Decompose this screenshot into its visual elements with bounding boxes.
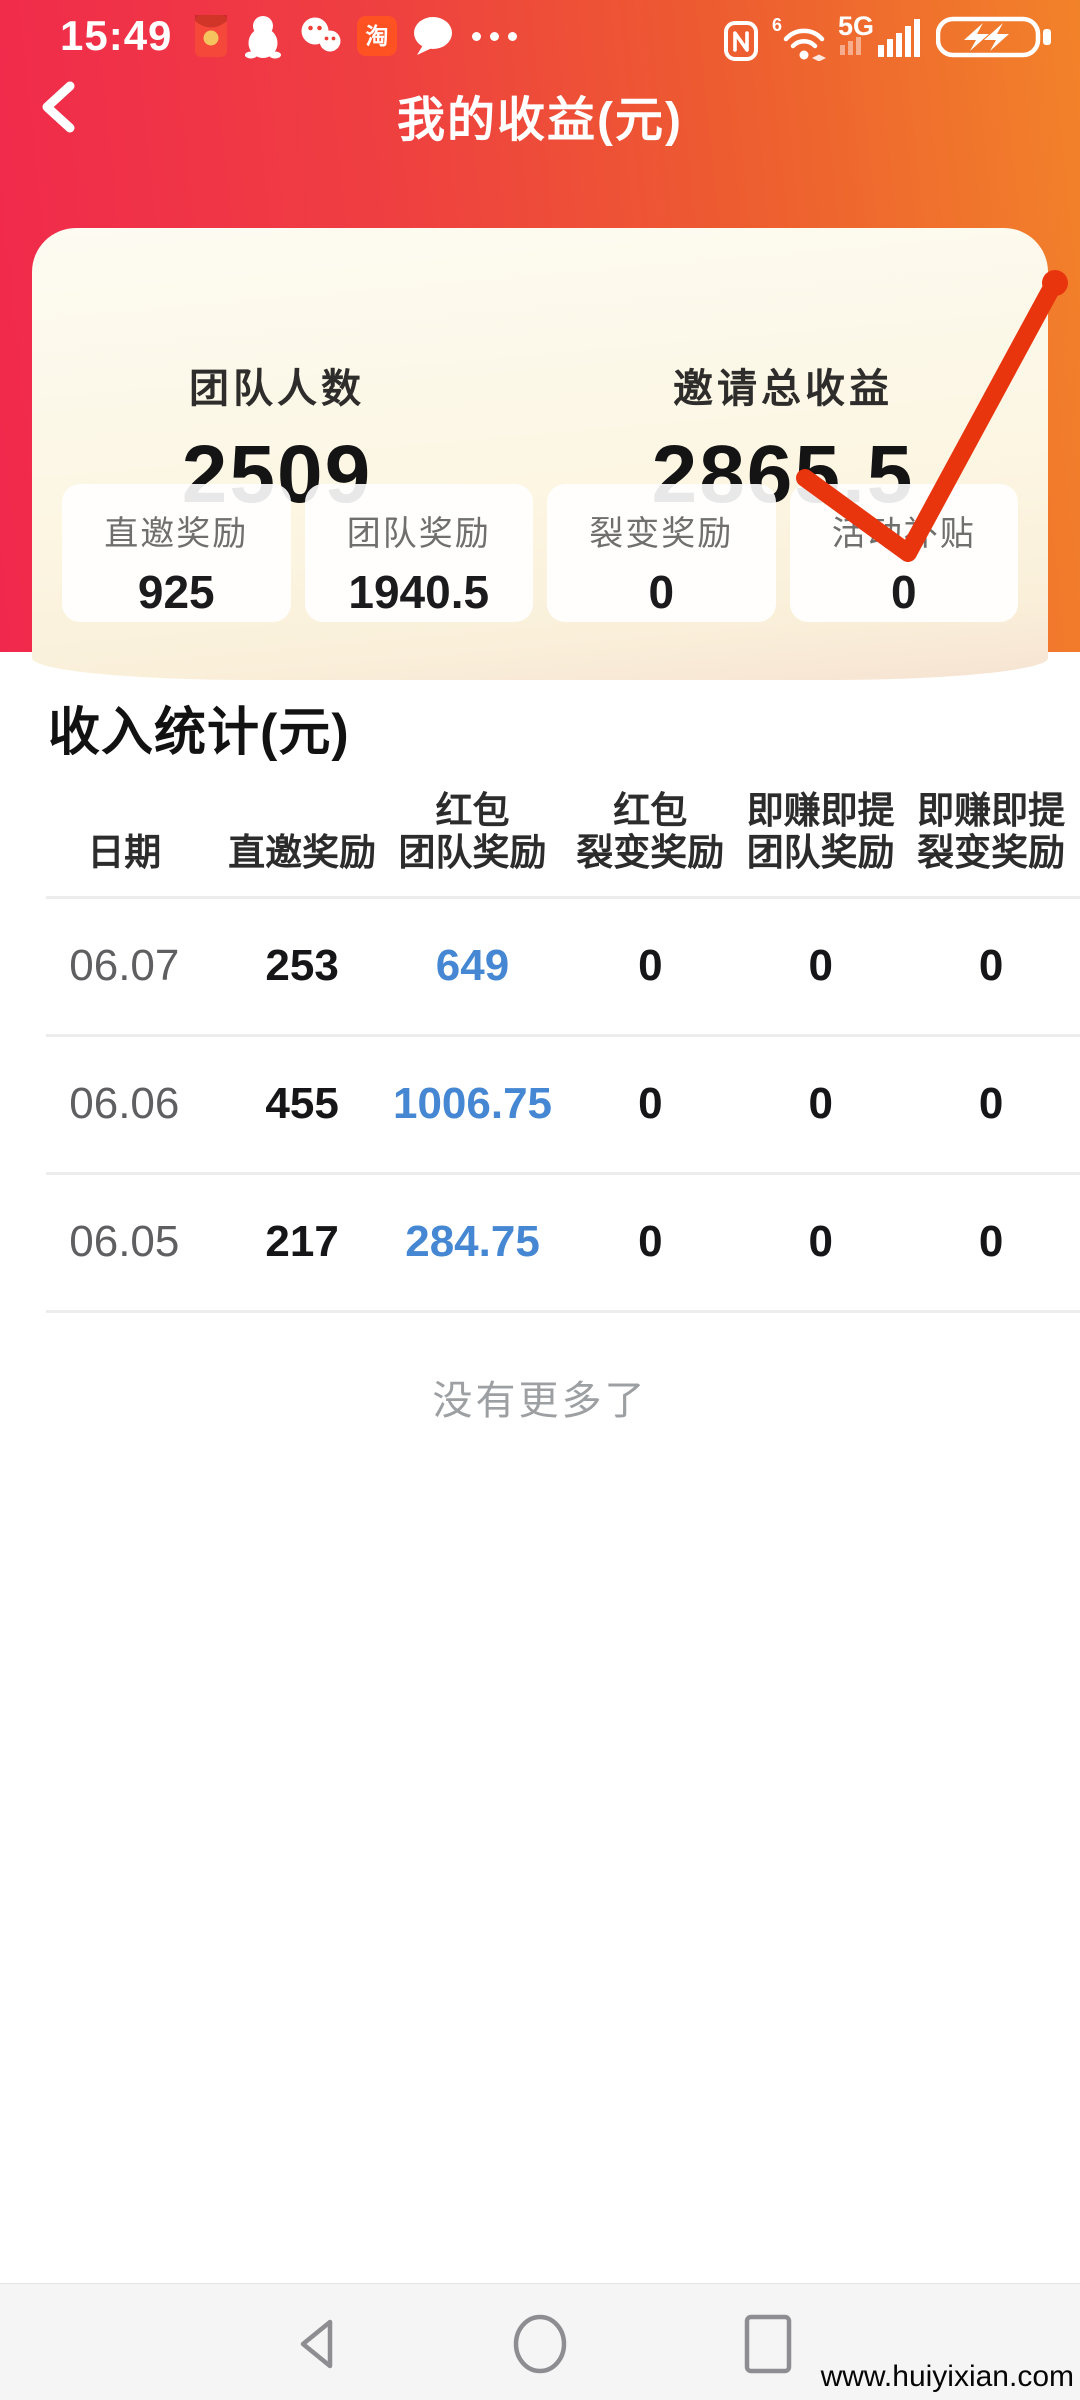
col-header-date: 日期 [87,832,162,873]
table-row: 06.06 455 1006.75 0 0 0 [69,1079,1004,1128]
col-header-redpacket-team: 红包 团队奖励 [398,790,547,873]
col-header-redpacket-fission: 红包 裂变奖励 [576,790,725,873]
income-table-header: 日期 直邀奖励 红包 团队奖励 红包 裂变奖励 即赚即提 团队奖励 即赚即提 裂变奖励 [28,790,1080,874]
divider [46,1034,1080,1037]
notification-icons: 淘 [194,13,518,59]
nav-back-icon[interactable] [290,2314,346,2379]
table-row: 06.07 253 649 0 0 0 [69,941,1004,990]
svg-text:6: 6 [772,15,782,35]
summary-totals: 团队人数 2509 邀请总收益 2865.5 [32,228,1048,522]
divider [46,1310,1080,1313]
svg-text:淘: 淘 [366,23,389,49]
col-header-instant-team: 即赚即提 团队奖励 [746,790,895,873]
table-row: 06.05 217 284.75 0 0 0 [69,1217,1004,1266]
stat-direct-invite-reward: 直邀奖励 925 [62,484,291,622]
col-header-direct: 直邀奖励 [228,832,377,873]
system-status-icons: 6 5G [724,11,1054,61]
red-envelope-icon [194,14,228,58]
svg-text:5G: 5G [838,11,874,41]
stat-team-reward: 团队奖励 1940.5 [304,484,533,622]
earnings-summary-card: 团队人数 2509 邀请总收益 2865.5 直邀奖励 925 团队奖励 194… [32,228,1048,680]
back-button[interactable] [34,78,82,136]
invite-total-label: 邀请总收益 [673,367,893,411]
nfc-icon [724,21,758,61]
col-header-instant-fission: 即赚即提 裂变奖励 [917,790,1066,873]
nav-home-icon[interactable] [510,2314,570,2379]
chat-bubble-icon [412,15,454,57]
nav-recents-icon[interactable] [738,2314,798,2379]
clock-time: 15:49 [60,12,173,59]
android-nav-bar [0,2283,1080,2400]
page-title: 我的收益(元) [397,94,683,147]
income-section-title: 收入统计(元) [48,704,350,762]
qq-icon [242,13,284,59]
divider [46,1172,1080,1175]
stat-fission-reward: 裂变奖励 0 [547,484,776,622]
stat-activity-subsidy: 活动补贴 0 [789,484,1018,622]
5g-signal-icon: 5G [838,11,924,61]
no-more-text: 没有更多了 [432,1379,648,1423]
team-count-label: 团队人数 [189,367,365,411]
taobao-icon: 淘 [356,15,398,57]
app-header: 我的收益(元) [0,72,1080,147]
reward-stats-row: 直邀奖励 925 团队奖励 1940.5 裂变奖励 0 活动补贴 0 [62,484,1018,622]
battery-charging-icon [936,13,1054,61]
divider [46,896,1080,899]
watermark: www.huiyixian.com [820,2360,1074,2393]
wifi-6-icon: 6 [770,15,826,61]
wechat-icon [298,15,342,57]
more-notifications-icon [472,31,518,41]
status-bar: 15:49 淘 6 [0,8,1080,64]
